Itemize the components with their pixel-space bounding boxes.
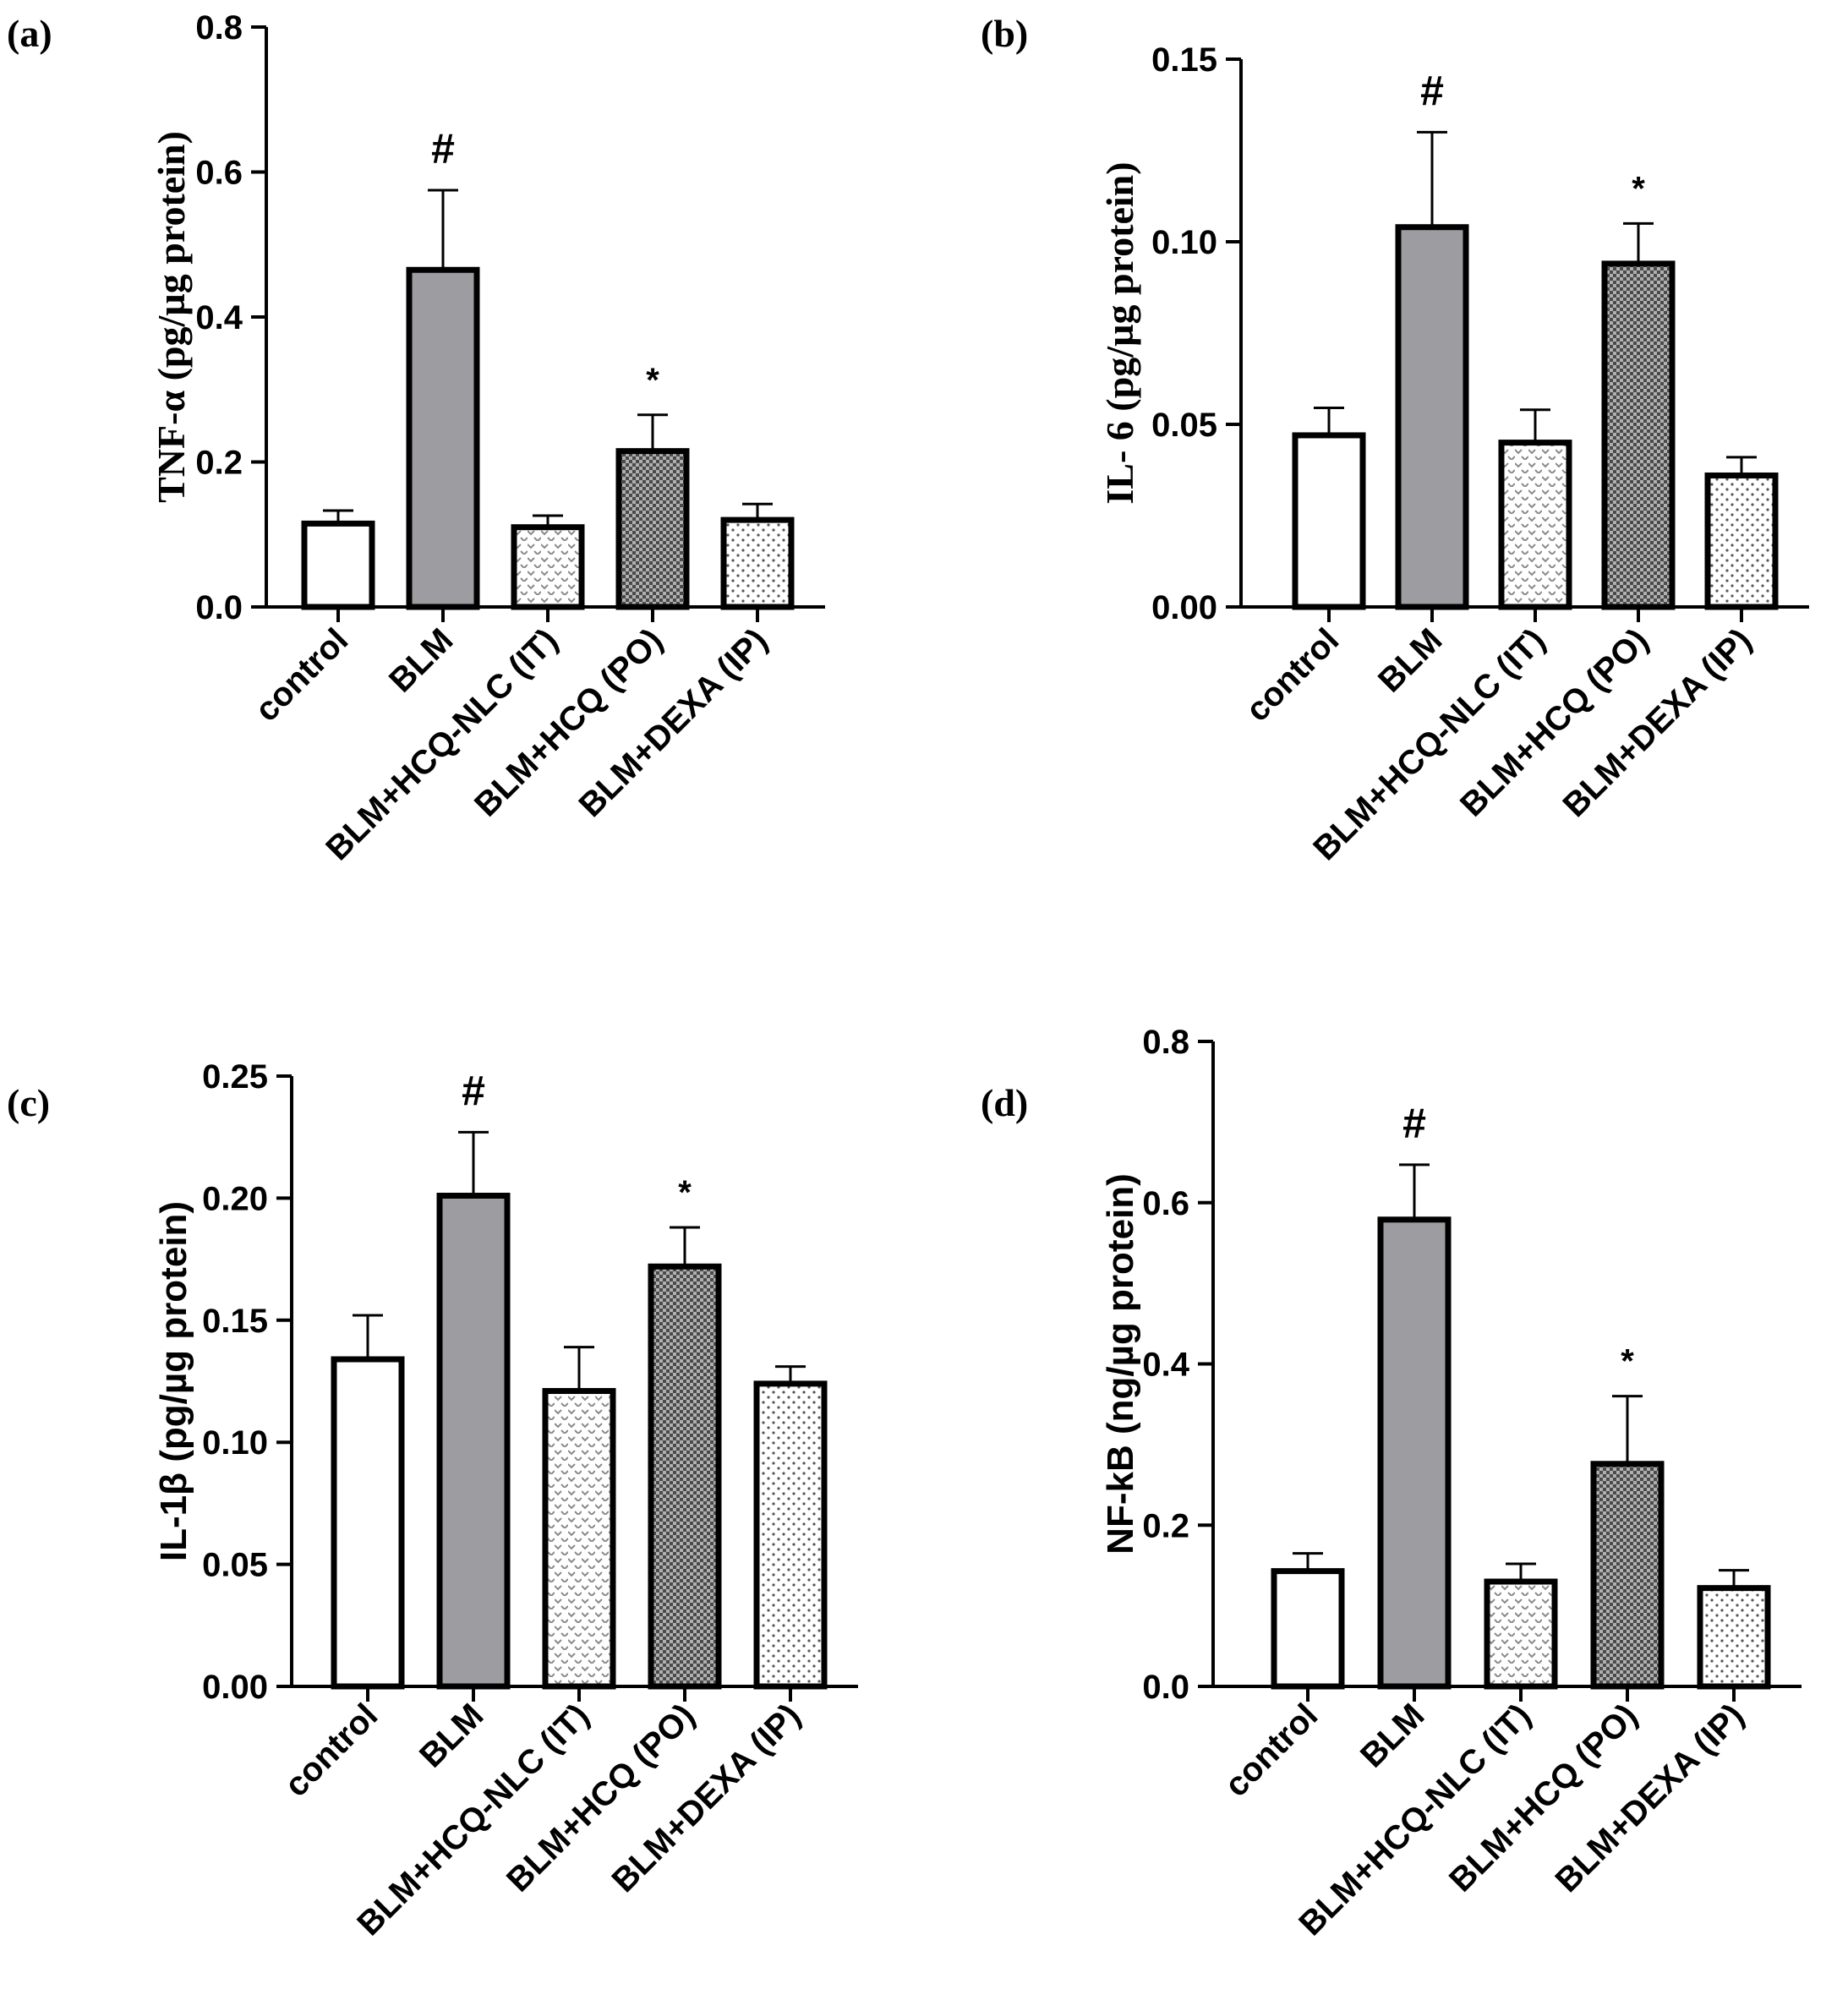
bar	[1484, 1578, 1558, 1690]
x-category-label: BLM+HCQ (PO)	[467, 621, 670, 823]
bar	[753, 1380, 828, 1690]
x-category-label: control	[248, 621, 355, 729]
chart-panel-c: (c) 0.00 0.05 0.10 0.15 0.20 0.25 IL-1β (pg/µg …	[7, 1058, 858, 1943]
y-axis-label: TNF-α (pg/µg protein)	[150, 131, 193, 503]
x-category-label: BLM+DEXA (IP)	[572, 621, 775, 824]
bar	[406, 266, 480, 610]
significance-star: *	[646, 362, 659, 399]
y-axis-label: IL-1β (pg/µg protein)	[153, 1201, 194, 1561]
y-tick-label: 0.2	[1142, 1507, 1189, 1544]
panel-label: (d)	[981, 1081, 1028, 1124]
x-category-label: BLM	[1353, 1697, 1431, 1774]
bar	[331, 1356, 405, 1690]
y-tick-label: 0.00	[202, 1669, 268, 1706]
y-tick-label: 0.05	[1151, 407, 1217, 444]
bar	[1498, 440, 1572, 610]
y-axis-label: NF-kB (ng/µg protein)	[1100, 1173, 1141, 1555]
x-category-label: control	[1217, 1697, 1325, 1804]
chart-panel-d: (d) 0.0 0.2 0.4 0.6 0.8 NF-kB (ng/µg protein) c…	[981, 1024, 1802, 1943]
y-tick-label: 0.10	[202, 1424, 268, 1462]
significance-hash: #	[431, 125, 455, 172]
bar	[1292, 432, 1366, 610]
y-tick-label: 0.0	[1142, 1669, 1189, 1706]
y-tick-label: 0.10	[1151, 224, 1217, 261]
x-category-label: BLM+DEXA (IP)	[605, 1697, 808, 1899]
panel-label: (b)	[981, 12, 1028, 55]
bar	[615, 448, 690, 610]
significance-hash: #	[1420, 67, 1444, 114]
y-tick-label: 0.25	[202, 1058, 268, 1096]
significance-hash: #	[1402, 1100, 1426, 1147]
bar	[301, 520, 375, 610]
x-category-label: BLM+HCQ (PO)	[1453, 621, 1655, 823]
bar	[542, 1388, 616, 1690]
x-category-label: BLM	[413, 1697, 490, 1774]
x-category-label: BLM+HCQ (PO)	[500, 1697, 702, 1899]
y-tick-label: 0.15	[1151, 41, 1217, 79]
y-tick-label: 0.0	[195, 589, 243, 626]
x-category-label: control	[1238, 621, 1346, 729]
significance-star: *	[678, 1174, 692, 1211]
bar	[648, 1263, 722, 1690]
bar	[1395, 224, 1469, 610]
bar	[720, 516, 795, 610]
x-category-label: BLM+DEXA (IP)	[1556, 621, 1759, 824]
y-tick-label: 0.20	[202, 1180, 268, 1217]
bar	[436, 1193, 511, 1690]
bar	[1601, 260, 1676, 610]
x-category-label: BLM+HCQ (PO)	[1442, 1697, 1644, 1899]
y-tick-label: 0.6	[195, 155, 243, 192]
y-tick-label: 0.05	[202, 1547, 268, 1584]
y-tick-label: 0.4	[1142, 1347, 1189, 1384]
bar	[1704, 472, 1779, 610]
x-category-label: control	[277, 1697, 385, 1804]
bar	[1590, 1461, 1665, 1690]
x-category-label: BLM	[1371, 621, 1449, 699]
y-tick-label: 0.00	[1151, 589, 1217, 626]
y-axis-label: IL- 6 (pg/µg protein)	[1098, 161, 1141, 504]
bar	[1697, 1585, 1771, 1690]
chart-panel-a: (a) 0.0 0.2 0.4 0.6 0.8 TNF-α (pg/µg protein) c…	[7, 9, 825, 867]
y-tick-label: 0.6	[1142, 1185, 1189, 1222]
chart-panel-b: (b) 0.00 0.05 0.10 0.15 IL- 6 (pg/µg protein)…	[981, 12, 1809, 867]
panel-label: (a)	[7, 12, 52, 55]
bar	[511, 524, 585, 610]
y-tick-label: 0.8	[195, 9, 243, 46]
bar	[1377, 1216, 1452, 1690]
x-category-label: BLM	[382, 621, 460, 699]
significance-star: *	[1632, 170, 1645, 207]
y-tick-label: 0.2	[195, 445, 243, 482]
significance-hash: #	[462, 1067, 485, 1114]
significance-star: *	[1621, 1343, 1634, 1380]
bar	[1271, 1568, 1345, 1690]
y-tick-label: 0.15	[202, 1303, 268, 1340]
y-tick-label: 0.8	[1142, 1024, 1189, 1061]
x-category-label: BLM+DEXA (IP)	[1549, 1697, 1752, 1899]
panel-label: (c)	[7, 1081, 50, 1124]
y-tick-label: 0.4	[195, 299, 243, 336]
